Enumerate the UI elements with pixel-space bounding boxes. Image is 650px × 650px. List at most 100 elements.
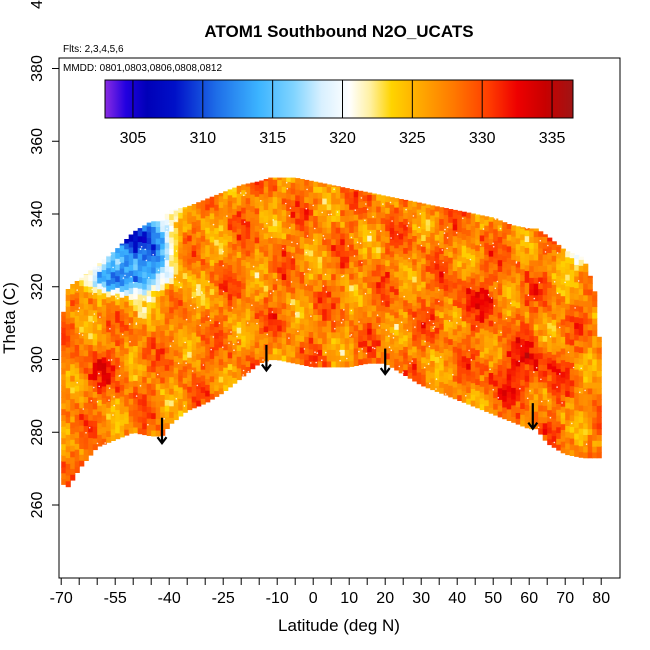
- heatmap-cell: [520, 257, 526, 264]
- heatmap-cell: [106, 320, 112, 327]
- heatmap-cell: [470, 219, 476, 226]
- heatmap-cell: [569, 379, 575, 387]
- heatmap-cell: [92, 391, 98, 398]
- heatmap-cell: [79, 343, 85, 351]
- heatmap-cell: [313, 215, 319, 222]
- heatmap-cell: [533, 417, 539, 424]
- heatmap-cell: [272, 248, 278, 256]
- heatmap-cell: [335, 186, 341, 193]
- heatmap-cell: [340, 250, 346, 257]
- track-point: [446, 247, 448, 250]
- heatmap-cell: [502, 325, 508, 332]
- heatmap-cell: [443, 249, 449, 256]
- heatmap-cell: [299, 358, 305, 366]
- heatmap-cell: [106, 290, 112, 298]
- heatmap-cell: [353, 190, 359, 198]
- heatmap-cell: [497, 347, 503, 354]
- heatmap-cell: [326, 186, 332, 193]
- heatmap-cell: [412, 276, 418, 283]
- heatmap-cell: [484, 324, 490, 331]
- colorbar: 305 310 315 320 325 330 335: [104, 79, 574, 147]
- heatmap-cell: [313, 232, 319, 240]
- heatmap-cell: [254, 181, 260, 186]
- heatmap-cell: [110, 423, 116, 430]
- heatmap-cell: [524, 421, 530, 429]
- track-point: [212, 223, 215, 226]
- heatmap-cell: [367, 192, 373, 195]
- heatmap-cell: [596, 446, 602, 453]
- heatmap-cell: [182, 383, 188, 390]
- heatmap-cell: [443, 348, 449, 355]
- heatmap-cell: [547, 438, 553, 446]
- heatmap-cell: [182, 207, 188, 210]
- heatmap-cell: [268, 307, 274, 314]
- heatmap-cell: [277, 191, 283, 198]
- track-point: [256, 322, 258, 325]
- heatmap-cell: [376, 264, 382, 271]
- heatmap-cell: [137, 282, 143, 289]
- heatmap-cell: [97, 306, 103, 313]
- heatmap-cell: [232, 336, 238, 343]
- track-point: [236, 335, 238, 338]
- heatmap-cell: [394, 346, 400, 354]
- heatmap-cell: [520, 251, 526, 258]
- heatmap-cell: [371, 339, 377, 347]
- heatmap-cell: [380, 223, 386, 230]
- heatmap-cell: [79, 396, 85, 403]
- heatmap-cell: [92, 309, 98, 317]
- heatmap-cell: [187, 403, 193, 411]
- heatmap-cell: [452, 375, 458, 382]
- heatmap-cell: [484, 289, 490, 296]
- track-point: [207, 315, 210, 318]
- track-point: [172, 340, 174, 342]
- heatmap-cell: [362, 317, 368, 324]
- heatmap-cell: [65, 428, 71, 435]
- heatmap-cell: [205, 331, 211, 339]
- heatmap-cell: [281, 244, 287, 251]
- heatmap-cell: [367, 328, 373, 335]
- heatmap-cell: [200, 386, 206, 393]
- heatmap-cell: [146, 243, 152, 250]
- heatmap-cell: [533, 411, 539, 418]
- heatmap-cell: [394, 300, 400, 307]
- heatmap-cell: [385, 271, 391, 278]
- track-point: [366, 208, 369, 211]
- heatmap-cell: [146, 231, 152, 239]
- track-point: [185, 318, 188, 321]
- heatmap-cell: [430, 278, 436, 286]
- heatmap-cell: [79, 407, 85, 415]
- heatmap-cell: [520, 332, 526, 340]
- heatmap-cell: [254, 266, 260, 273]
- heatmap-cell: [596, 440, 602, 447]
- heatmap-cell: [97, 434, 103, 441]
- heatmap-cell: [371, 293, 377, 300]
- heatmap-cell: [376, 229, 382, 236]
- heatmap-cell: [119, 279, 125, 287]
- heatmap-cell: [97, 411, 103, 418]
- heatmap-cell: [488, 401, 494, 408]
- heatmap-cell: [511, 346, 517, 353]
- track-point: [183, 405, 186, 407]
- heatmap-cell: [146, 272, 152, 279]
- heatmap-cell: [88, 332, 94, 340]
- heatmap-cell: [250, 205, 256, 212]
- heatmap-cell: [520, 396, 526, 404]
- track-point: [312, 239, 315, 241]
- heatmap-cell: [313, 326, 319, 333]
- heatmap-cell: [236, 321, 242, 328]
- heatmap-cell: [574, 444, 580, 452]
- heatmap-cell: [551, 284, 557, 291]
- heatmap-cell: [407, 290, 413, 298]
- heatmap-cell: [286, 216, 292, 223]
- heatmap-cell: [574, 433, 580, 440]
- heatmap-cell: [587, 341, 593, 348]
- heatmap-cell: [308, 244, 314, 251]
- heatmap-cell: [124, 353, 130, 360]
- heatmap-cell: [254, 236, 260, 244]
- heatmap-cell: [169, 388, 175, 395]
- heatmap-cell: [304, 254, 310, 262]
- heatmap-cell: [461, 326, 467, 333]
- heatmap-cell: [304, 353, 310, 361]
- heatmap-cell: [430, 302, 436, 309]
